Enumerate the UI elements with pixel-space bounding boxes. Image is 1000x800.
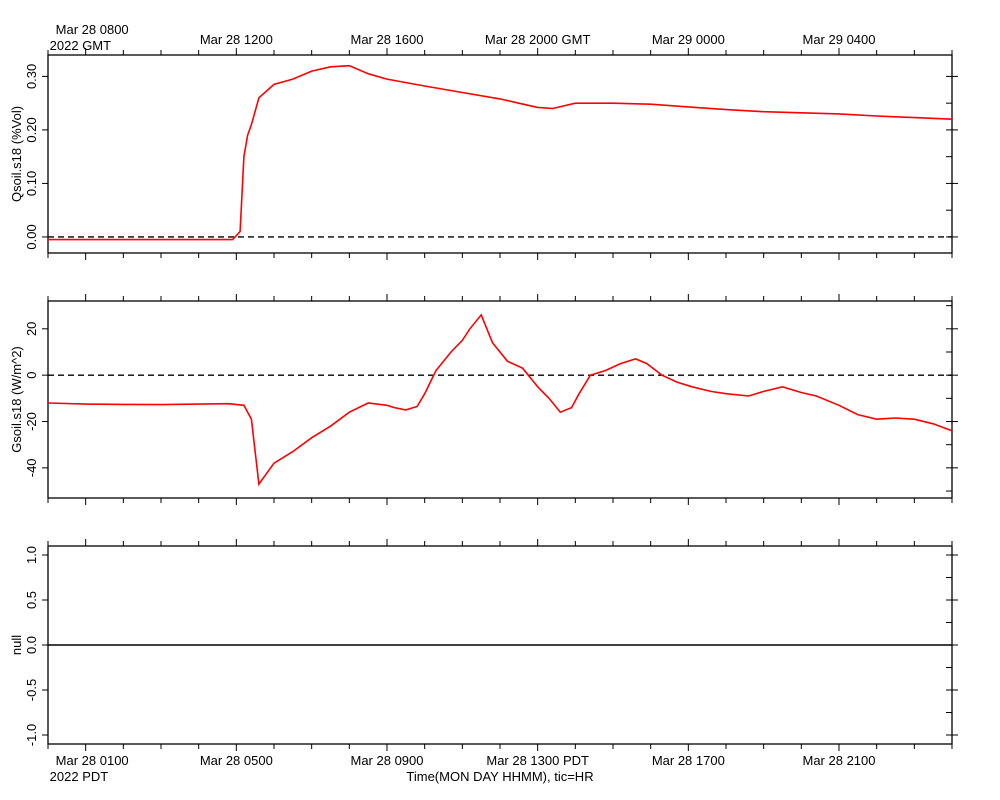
y-axis-label: Gsoil.s18 (W/m^2) bbox=[9, 346, 24, 453]
y-tick-label: -0.5 bbox=[24, 679, 39, 701]
series-line bbox=[48, 64, 953, 241]
panel-frame bbox=[47, 300, 953, 499]
top-axis-sublabel: 2022 GMT bbox=[50, 38, 111, 53]
top-axis-tick-label: Mar 28 1200 bbox=[200, 32, 273, 47]
bottom-axis-tick-label: Mar 28 0100 bbox=[56, 753, 129, 768]
y-tick-label: -40 bbox=[24, 458, 39, 477]
bottom-axis-tick-label: Mar 28 0500 bbox=[200, 753, 273, 768]
y-tick-label: 0.10 bbox=[24, 171, 39, 196]
y-tick-label: 0.20 bbox=[24, 117, 39, 142]
panel-frame bbox=[47, 54, 953, 254]
y-tick-label: 0.0 bbox=[24, 636, 39, 654]
series-line bbox=[47, 313, 953, 487]
top-axis-tick-label: Mar 29 0400 bbox=[803, 32, 876, 47]
y-tick-label: 20 bbox=[24, 322, 39, 336]
bottom-axis-tick-label: Mar 28 1700 bbox=[652, 753, 725, 768]
top-axis-tick-label: Mar 29 0000 bbox=[652, 32, 725, 47]
bottom-axis-tick-label: Mar 28 2100 bbox=[803, 753, 876, 768]
y-tick-label: 0.5 bbox=[24, 591, 39, 609]
y-axis-label: Qsoil.s18 (%Vol) bbox=[9, 106, 24, 202]
top-axis-tick-label: Mar 28 1600 bbox=[351, 32, 424, 47]
y-tick-label: 1.0 bbox=[24, 546, 39, 564]
y-tick-label: 0.30 bbox=[24, 64, 39, 89]
y-tick-label: 0 bbox=[24, 372, 39, 379]
y-tick-label: 0.00 bbox=[24, 224, 39, 249]
y-axis-label: null bbox=[9, 635, 24, 655]
bottom-axis-tick-label: Mar 28 0900 bbox=[351, 753, 424, 768]
top-axis-tick-label: Mar 28 2000 GMT bbox=[485, 32, 591, 47]
bottom-axis-sublabel: 2022 PDT bbox=[50, 769, 109, 784]
y-tick-label: -1.0 bbox=[24, 724, 39, 746]
bottom-axis-tick-label: Mar 28 1300 PDT bbox=[486, 753, 589, 768]
top-axis-tick-label: Mar 28 0800 bbox=[56, 22, 129, 37]
y-tick-label: -20 bbox=[24, 412, 39, 431]
x-axis-label: Time(MON DAY HHMM), tic=HR bbox=[406, 769, 593, 784]
